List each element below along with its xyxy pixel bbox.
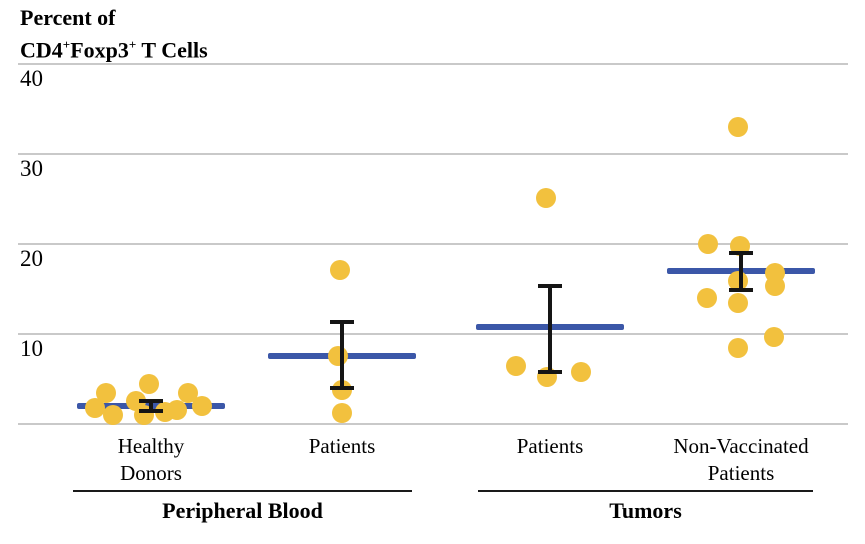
data-point bbox=[139, 374, 159, 395]
title-superscript-plus: + bbox=[62, 37, 71, 52]
title-cd4: CD4 bbox=[20, 37, 63, 63]
section-label: Tumors bbox=[609, 498, 682, 523]
data-point bbox=[96, 383, 116, 404]
error-bar-cap-bottom bbox=[538, 369, 562, 374]
error-bar-cap-bottom bbox=[729, 287, 753, 292]
group-label: Patients bbox=[440, 433, 660, 460]
error-bar-cap-bottom bbox=[330, 386, 354, 390]
data-point bbox=[728, 117, 748, 137]
y-gridline bbox=[18, 63, 848, 65]
data-point bbox=[328, 345, 348, 366]
data-point bbox=[103, 405, 123, 425]
error-bar-cap-bottom bbox=[139, 408, 163, 413]
data-point bbox=[764, 326, 784, 347]
section-label: Peripheral Blood bbox=[162, 498, 323, 523]
data-point bbox=[730, 235, 750, 256]
data-point bbox=[728, 338, 748, 359]
x-axis-line bbox=[18, 423, 848, 425]
data-point bbox=[765, 276, 785, 297]
title-foxp3: Foxp3 bbox=[70, 37, 129, 63]
y-gridline bbox=[18, 153, 848, 155]
y-tick-label: 20 bbox=[20, 246, 43, 271]
y-tick-label: 40 bbox=[20, 66, 43, 91]
chart-title-line2: CD4+Foxp3+ T Cells bbox=[20, 31, 208, 63]
group-label-line: Healthy bbox=[117, 434, 185, 458]
error-bar-cap-top bbox=[538, 284, 562, 289]
error-bar-cap-top bbox=[729, 251, 753, 255]
data-point bbox=[728, 293, 748, 314]
chart-title: Percent of CD4+Foxp3+ T Cells bbox=[20, 4, 208, 63]
chart-title-line1: Percent of bbox=[20, 5, 116, 30]
data-point bbox=[698, 234, 718, 254]
y-tick-label: 30 bbox=[20, 156, 43, 181]
data-point bbox=[192, 396, 212, 416]
y-tick-label: 10 bbox=[20, 336, 43, 361]
group-label-line: Donors bbox=[120, 461, 182, 485]
group-label-line: Patients bbox=[516, 434, 584, 458]
y-gridline bbox=[18, 333, 848, 335]
error-bar-cap-top bbox=[330, 320, 354, 325]
group-label-line: Patients bbox=[707, 461, 775, 485]
group-label-line: Non-Vaccinated bbox=[673, 434, 809, 458]
title-superscript-plus: + bbox=[128, 37, 137, 52]
group-label: Healthy Donors bbox=[41, 433, 261, 487]
data-point bbox=[728, 270, 748, 291]
error-bar-line bbox=[340, 322, 344, 388]
group-label: Non-Vaccinated Patients bbox=[631, 433, 851, 487]
error-bar-cap-top bbox=[139, 398, 163, 403]
group-label: Patients bbox=[232, 433, 452, 460]
section-underline bbox=[73, 490, 412, 492]
error-bar-line bbox=[739, 253, 743, 290]
group-label-line: Patients bbox=[308, 434, 376, 458]
section-underline bbox=[478, 490, 813, 492]
error-bar-line bbox=[149, 400, 153, 411]
error-bar-line bbox=[548, 286, 552, 372]
data-point bbox=[330, 260, 350, 281]
data-point bbox=[178, 382, 198, 403]
data-point bbox=[506, 356, 526, 377]
data-point bbox=[332, 403, 352, 424]
data-point bbox=[571, 361, 591, 382]
data-point bbox=[697, 288, 717, 308]
data-point bbox=[85, 397, 105, 418]
y-gridline bbox=[18, 243, 848, 245]
data-point bbox=[536, 188, 556, 209]
title-tcells: T Cells bbox=[136, 37, 208, 63]
data-point bbox=[167, 399, 187, 420]
